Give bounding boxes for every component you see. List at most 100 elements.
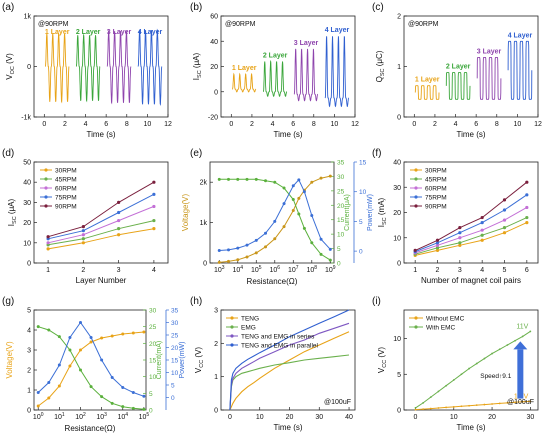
data-point <box>525 180 529 184</box>
data-point <box>142 330 146 334</box>
data-point <box>483 357 486 360</box>
data-point <box>110 376 114 379</box>
legend-marker <box>44 168 48 172</box>
data-point <box>68 336 72 339</box>
panel-i: 0 10 20 30 0 5 10 Without EMC With EMC @100uF Time… <box>377 309 539 432</box>
speedup-arrow-head <box>513 341 528 350</box>
x-tick-label: 20 <box>488 414 496 421</box>
data-point <box>328 174 332 178</box>
legend-label: 30RPM <box>425 168 447 175</box>
y-tick-label: 50 <box>23 160 31 167</box>
y-tick-label: 1k <box>200 220 208 227</box>
y-tick-label: 2k <box>200 180 208 187</box>
legend-label: 90RPM <box>425 204 447 211</box>
plot-frame <box>403 309 539 411</box>
data-point <box>483 403 486 406</box>
data-point <box>297 212 301 216</box>
y3-tick-label: 20 <box>171 345 179 352</box>
y3-axis-label: Power(mW) <box>179 342 186 379</box>
waveform-2 <box>75 33 101 103</box>
y-tick-label: 10 <box>393 336 401 343</box>
y2-tick-label: 15 <box>149 358 157 365</box>
data-point <box>506 401 509 404</box>
x-tick-label: 4 <box>454 121 458 128</box>
data-point <box>525 193 529 197</box>
data-point <box>460 373 463 376</box>
x-tick-label: 103 <box>96 412 107 421</box>
data-point <box>529 400 532 403</box>
y3-tick-label: 0 <box>359 249 363 256</box>
series-line-4 <box>415 194 528 253</box>
data-point <box>502 226 507 230</box>
data-point <box>452 379 455 381</box>
x-tick-label: 0 <box>229 121 233 128</box>
data-point <box>468 404 470 407</box>
y-tick-label: 0 <box>397 261 401 268</box>
waveform-1 <box>414 85 440 100</box>
data-point <box>217 260 221 264</box>
y3-tick-label: 15 <box>359 160 367 167</box>
x-tick-label: 104 <box>117 412 128 421</box>
y-tick-label: -1k <box>21 115 31 122</box>
data-point <box>245 255 249 259</box>
data-point <box>310 213 314 217</box>
data-point <box>529 330 532 333</box>
y-tick-label: 20 <box>23 220 31 227</box>
x-tick-label: 0 <box>228 414 232 421</box>
data-point <box>68 364 72 368</box>
data-point <box>46 235 50 239</box>
y2-tick-label: 30 <box>337 174 345 181</box>
series-line-3 <box>47 205 155 244</box>
legend-marker <box>414 186 418 190</box>
y-tick-label: 3 <box>27 348 31 355</box>
series-label: 4 Layer <box>138 29 163 36</box>
y-tick-label: 1 <box>214 374 218 381</box>
data-point <box>110 401 114 405</box>
panel-letter: (d) <box>2 148 14 159</box>
data-point <box>422 401 425 404</box>
data-point <box>100 395 104 399</box>
x-axis-label: Time (s) <box>456 130 485 139</box>
x-axis-label: Number of magnet coil pairs <box>421 276 521 285</box>
data-point <box>437 407 440 409</box>
data-point <box>498 348 501 351</box>
y-tick-label: 1 <box>397 64 401 71</box>
data-point <box>458 231 462 235</box>
series-label: 3 Layer <box>477 48 502 55</box>
y3-tick-label: 0 <box>171 395 175 402</box>
x-tick-label: 5 <box>503 267 507 274</box>
series-label: 3 Layer <box>107 29 132 36</box>
data-point <box>435 243 440 247</box>
y-tick-label: 0 <box>397 115 401 122</box>
data-point <box>302 190 306 194</box>
data-point <box>152 204 156 209</box>
x-tick-label: 30 <box>315 414 323 421</box>
y-axis-label: QSC (μC) <box>375 50 386 82</box>
data-point <box>480 221 484 225</box>
plot-frame <box>403 15 539 118</box>
panel-letter: (a) <box>2 2 14 13</box>
data-point <box>110 334 114 338</box>
y-tick-label: 0 <box>203 261 207 268</box>
x-tick-label: 2 <box>433 121 437 128</box>
data-point <box>81 225 85 229</box>
panel-letter: (h) <box>190 296 202 307</box>
x-tick-label: 10 <box>330 121 338 128</box>
data-point <box>319 237 323 241</box>
series-line-2 <box>415 217 528 255</box>
y-tick-label: 1k <box>24 14 32 21</box>
series-line-5 <box>47 181 155 238</box>
series-line-3 <box>229 322 350 411</box>
legend-marker <box>44 195 48 199</box>
data-point <box>435 246 440 250</box>
panel-letter: (f) <box>372 148 381 159</box>
y-tick-label: 30 <box>393 185 401 192</box>
data-point <box>152 180 156 184</box>
data-point <box>254 177 258 181</box>
legend-label: TENG and EMG in parallel <box>241 343 319 350</box>
current-line <box>219 178 331 261</box>
waveform-3 <box>293 48 319 102</box>
x-axis-label: Time (s) <box>86 130 115 139</box>
x-tick-label: 10 <box>256 414 264 421</box>
data-point <box>514 339 516 342</box>
